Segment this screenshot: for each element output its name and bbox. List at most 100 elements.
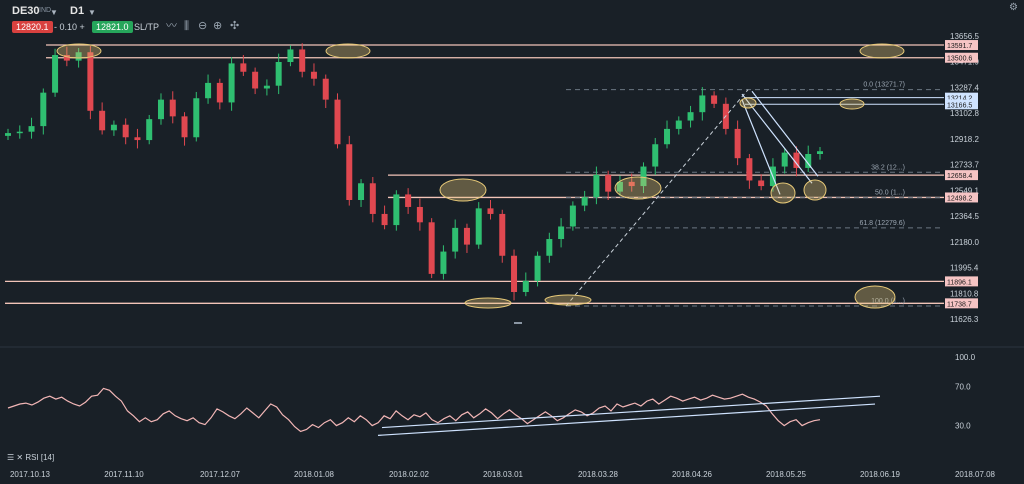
candle-body bbox=[628, 181, 635, 187]
candle-body bbox=[334, 99, 341, 145]
symbol-selector[interactable]: DE30 bbox=[12, 5, 40, 17]
time-axis-tick: 2018.03.01 bbox=[483, 470, 524, 479]
highlight-ellipse bbox=[739, 97, 757, 109]
price-level-tag-label: 13214.2 bbox=[947, 96, 972, 103]
rsi-axis-tick: 100.0 bbox=[955, 353, 976, 362]
zoom-in-icon[interactable]: ⊕ bbox=[213, 20, 223, 32]
rsi-line bbox=[7, 387, 821, 433]
candle-body bbox=[687, 112, 694, 121]
time-axis-tick: 2018.06.19 bbox=[860, 470, 901, 479]
candle-body bbox=[205, 82, 212, 99]
candle-body bbox=[534, 255, 541, 281]
candle-body bbox=[817, 151, 823, 154]
time-axis-tick: 2018.07.08 bbox=[955, 470, 996, 479]
candle-body bbox=[346, 144, 353, 200]
gear-icon[interactable]: ⚙ bbox=[1009, 2, 1018, 13]
time-axis-tick: 2018.05.25 bbox=[766, 470, 807, 479]
highlight-ellipse bbox=[770, 182, 796, 204]
candle-body bbox=[381, 213, 388, 226]
price-level-tag-label: 12658.4 bbox=[947, 173, 972, 180]
price-axis-tick: 12549.1 bbox=[950, 186, 979, 195]
indicators-icon[interactable]: ⫼ bbox=[184, 20, 190, 32]
candle-body bbox=[593, 174, 600, 198]
descending-channel-line bbox=[741, 99, 781, 195]
zoom-out-icon[interactable]: ⊖ bbox=[198, 20, 208, 32]
candle-body bbox=[711, 95, 718, 104]
price-level-tag bbox=[945, 52, 978, 63]
bid-price-button[interactable]: 12820.1 bbox=[12, 21, 53, 33]
price-level-tag bbox=[945, 40, 978, 51]
candle-body bbox=[793, 152, 800, 168]
candle-body bbox=[310, 71, 317, 79]
fibonacci-level-label: 50.0 (1...) bbox=[875, 190, 905, 197]
candle-body bbox=[134, 137, 141, 141]
timeframe-dropdown-icon[interactable]: ▼ bbox=[88, 8, 96, 17]
descending-channel-line bbox=[741, 93, 813, 184]
candle-body bbox=[240, 63, 247, 72]
rsi-label: RSI [14] bbox=[25, 453, 55, 462]
time-axis-tick: 2017.12.07 bbox=[200, 470, 241, 479]
candle-body bbox=[511, 255, 518, 292]
highlight-ellipse bbox=[854, 285, 896, 309]
candle-body bbox=[558, 226, 565, 240]
time-axis-tick: 2018.02.02 bbox=[389, 470, 430, 479]
price-level-tag-label: 11896.1 bbox=[947, 279, 972, 286]
timeframe-label: D1 bbox=[70, 5, 85, 17]
candle-body bbox=[16, 131, 23, 134]
line-chart-icon[interactable]: 〰 bbox=[166, 20, 177, 32]
candle-body bbox=[746, 158, 753, 181]
sltp-button[interactable]: SL/TP bbox=[134, 22, 160, 32]
candle-body bbox=[75, 52, 82, 61]
price-axis-tick: 12733.7 bbox=[950, 161, 979, 170]
candle-body bbox=[252, 71, 259, 89]
highlight-ellipse bbox=[439, 178, 487, 202]
candle-body bbox=[546, 239, 553, 256]
candle-body bbox=[393, 194, 400, 226]
price-level-tag-label: 13591.7 bbox=[947, 43, 972, 50]
candle-body bbox=[322, 78, 329, 100]
candle-body bbox=[522, 280, 529, 292]
fibonacci-level-label: 100.0 (1...) bbox=[871, 298, 905, 305]
candle-body bbox=[605, 174, 612, 192]
candle-body bbox=[416, 206, 423, 223]
rsi-axis-tick: 70.0 bbox=[955, 382, 971, 391]
price-level-tag-label: 13166.5 bbox=[947, 102, 972, 109]
candle-body bbox=[652, 144, 659, 167]
price-axis-tick: 12918.2 bbox=[950, 135, 979, 144]
candle-body bbox=[616, 181, 623, 192]
price-level-tag-label: 12498.2 bbox=[947, 195, 972, 202]
volume-stepper[interactable]: - 0.10 + bbox=[54, 22, 85, 32]
candle-body bbox=[758, 180, 765, 187]
candle-body bbox=[475, 208, 482, 245]
symbol-dropdown-icon[interactable]: ▼ bbox=[50, 8, 58, 17]
candle-body bbox=[781, 152, 788, 167]
candle-body bbox=[734, 128, 741, 159]
chart-toolbar: DE30 IND ▼ D1 ▼ 12820.1 - 0.10 + 12821.0… bbox=[0, 0, 1024, 36]
candle-body bbox=[181, 116, 188, 138]
timeframe-selector[interactable]: D1 bbox=[70, 5, 84, 17]
candle-body bbox=[428, 222, 435, 274]
candle-body bbox=[110, 124, 117, 131]
price-axis-tick: 11626.3 bbox=[950, 315, 979, 324]
highlight-ellipse bbox=[803, 179, 827, 201]
candle-body bbox=[99, 110, 106, 131]
symbol-label: DE30 bbox=[12, 5, 40, 17]
candle-body bbox=[299, 49, 306, 72]
candle-body bbox=[169, 99, 176, 117]
candle-body bbox=[569, 205, 576, 227]
candle-body bbox=[228, 63, 235, 103]
crosshair-icon[interactable]: ✣ bbox=[230, 20, 240, 32]
candle-body bbox=[369, 183, 376, 214]
price-axis-tick: 13656.5 bbox=[950, 32, 979, 41]
highlight-ellipse bbox=[839, 98, 865, 110]
candle-body bbox=[263, 85, 270, 89]
fibonacci-trend-line bbox=[565, 89, 749, 307]
menu-icon[interactable]: ☰ ✕ bbox=[7, 453, 26, 462]
price-axis-tick: 12180.0 bbox=[950, 238, 979, 247]
fibonacci-level-label: 61.8 (12279.6) bbox=[859, 220, 905, 227]
highlight-ellipse bbox=[464, 297, 512, 309]
candle-body bbox=[499, 213, 506, 256]
fibonacci-level-label: 38.2 (12...) bbox=[871, 164, 905, 171]
ask-price-button[interactable]: 12821.0 bbox=[92, 21, 133, 33]
